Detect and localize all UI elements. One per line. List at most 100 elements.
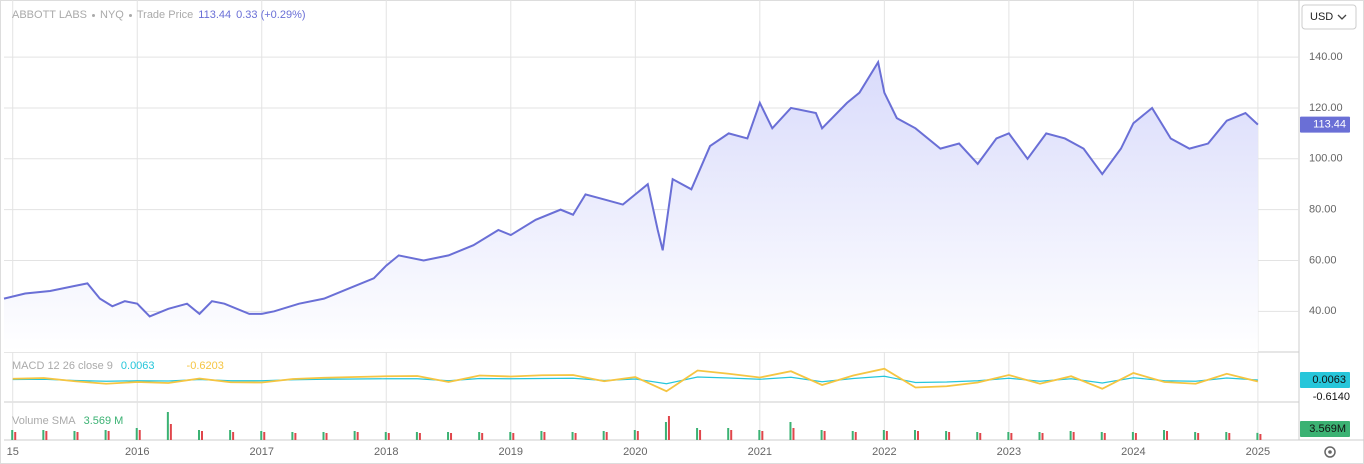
volume-bar [945, 431, 948, 440]
separator [128, 13, 132, 17]
gear[interactable] [1324, 446, 1336, 458]
volume-bar [979, 433, 982, 440]
currency-label: USD [1310, 11, 1333, 23]
volume-bar [543, 432, 546, 440]
volume-bar [260, 431, 263, 440]
price-badge: 113.44 [1313, 119, 1346, 131]
volume-bar [696, 428, 699, 440]
volume-bar [602, 431, 605, 440]
volume-bar [636, 431, 639, 440]
volume-bar [1010, 433, 1013, 440]
macd-title: MACD 12 26 close 9 [12, 360, 113, 372]
volume-bar [14, 432, 17, 440]
volume-bar [1134, 433, 1137, 440]
signal-last: -0.6140 [1313, 391, 1350, 403]
x-tick-label: 2022 [872, 446, 896, 458]
volume-bar [571, 432, 574, 440]
volume-bar [415, 432, 418, 440]
volume-bar [1069, 431, 1072, 440]
signal-value: -0.6203 [186, 360, 224, 372]
currency-select[interactable]: USD [1301, 4, 1357, 30]
volume-bar [792, 428, 795, 440]
volume-bar [166, 412, 169, 440]
symbol: ABBOTT LABS [12, 9, 87, 21]
volume-bar [1100, 432, 1103, 440]
volume-bar [325, 433, 328, 440]
volume-bar [418, 433, 421, 440]
volume-bar [263, 432, 266, 440]
price-legend: ABBOTT LABS NYQ Trade Price 113.44 0.33 … [12, 9, 306, 21]
volume-bar [1197, 433, 1200, 440]
volume-bar [540, 431, 543, 440]
volume-legend: Volume SMA 3.569 M [12, 415, 123, 427]
volume-bar [699, 430, 702, 440]
volume-bar [135, 428, 138, 440]
volume-bar [232, 432, 235, 440]
macd-line [12, 367, 1259, 393]
volume-bar [384, 432, 387, 440]
volume-bar [820, 430, 823, 440]
volume-bar [387, 433, 390, 440]
macd-value: 0.0063 [120, 360, 155, 372]
volume-bar [1131, 432, 1134, 440]
x-tick-label: 2018 [374, 446, 398, 458]
x-tick-label: 2025 [1246, 446, 1270, 458]
volume-bar [1225, 432, 1228, 440]
volume-bar [1103, 433, 1106, 440]
volume-bar [356, 432, 359, 440]
volume-bar [42, 430, 45, 440]
volume-bar [478, 432, 481, 440]
y-tick-label: 120.00 [1309, 102, 1343, 114]
volume-bar [916, 431, 919, 440]
area-fill [4, 62, 1258, 352]
volume-bar [976, 432, 979, 440]
y-tick-label: 140.00 [1309, 51, 1343, 63]
change: 0.33 (+0.29%) [236, 9, 306, 21]
volume-bar [229, 430, 232, 440]
volume-bar [1072, 432, 1075, 440]
x-tick-label: 2023 [997, 446, 1021, 458]
x-tick-label: 15 [7, 446, 19, 458]
price-badge-bg [1300, 116, 1350, 133]
volume-bar [761, 431, 764, 440]
volume-bar [1163, 430, 1166, 440]
macd-badge: 0.0063 [1312, 374, 1346, 386]
gear-center[interactable] [1328, 450, 1332, 454]
separator [92, 13, 95, 17]
volume-bar [1194, 432, 1197, 440]
volume-bar [200, 431, 203, 440]
volume-bar [138, 430, 141, 440]
volume-bar [107, 431, 110, 440]
macd-legend: MACD 12 26 close 9 0.0063 -0.6203 [12, 360, 224, 372]
volume-bar [1041, 433, 1044, 440]
volume-bar [76, 432, 79, 440]
volume-badge-bg [1300, 421, 1350, 437]
volume-bar [823, 431, 826, 440]
x-tick-label: 2017 [250, 446, 274, 458]
volume-bar [633, 430, 636, 440]
y-tick-label: 80.00 [1309, 204, 1337, 216]
y-tick-label: 40.00 [1309, 305, 1337, 317]
volume-bar [73, 431, 76, 440]
volume-bar [447, 432, 450, 440]
macd-badge-bg [1300, 372, 1350, 388]
exchange: NYQ [100, 9, 124, 21]
volume-bar [948, 432, 951, 440]
volume-bar [169, 424, 172, 440]
volume-bar [291, 432, 294, 440]
volume-bar [104, 430, 107, 440]
volume-bar [882, 430, 885, 440]
volume-bar [758, 430, 761, 440]
volume-value: 3.569 M [83, 415, 124, 427]
volume-bar [789, 422, 792, 440]
volume-bar [851, 431, 854, 440]
volume-title: Volume SMA [12, 415, 76, 427]
price-line [3, 59, 1259, 318]
volume-bar [1038, 432, 1041, 440]
settings-icon[interactable] [1324, 446, 1336, 458]
volume-bar [294, 433, 297, 440]
volume-bar [1256, 432, 1259, 440]
volume-bar [1166, 431, 1169, 440]
